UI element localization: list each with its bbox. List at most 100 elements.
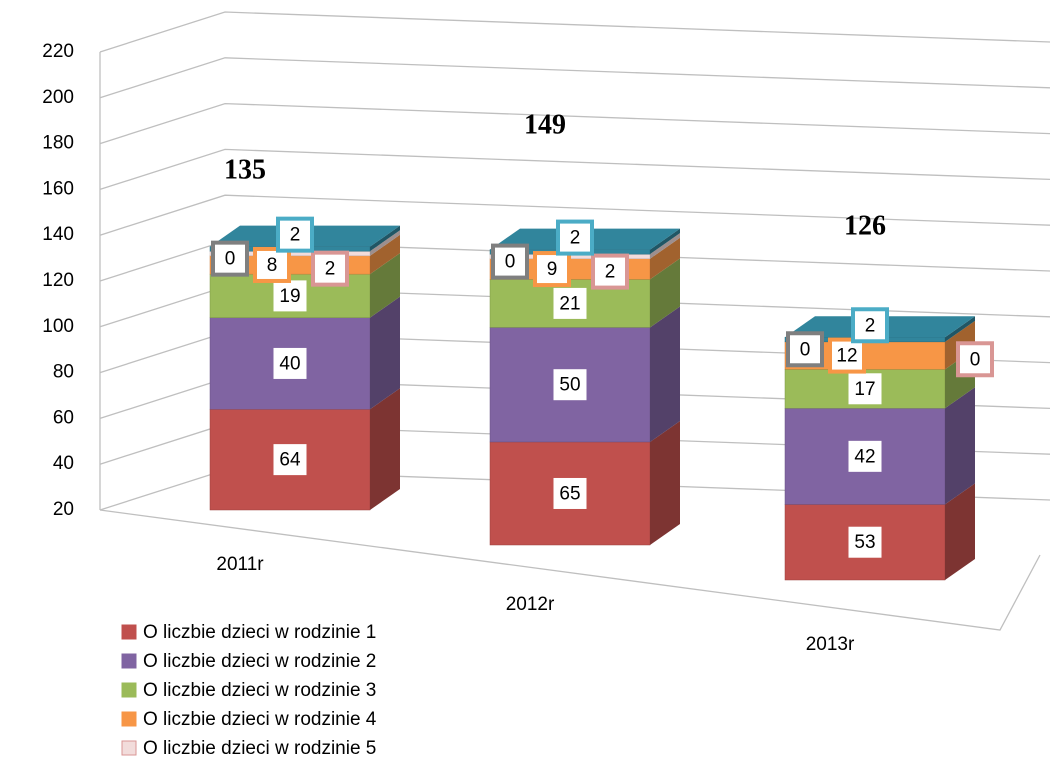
bar-side: [650, 237, 680, 280]
y-tick-label: 140: [42, 224, 74, 245]
grid-line: [99, 148, 1051, 191]
data-label-box: [828, 337, 866, 374]
legend-swatch: [121, 653, 137, 669]
bar-side: [370, 234, 400, 275]
data-label-text: 53: [854, 532, 875, 553]
legend-label: O liczbie dzieci w rodzinie 4: [143, 709, 377, 730]
bar-side: [650, 228, 680, 255]
bar-side: [650, 258, 680, 328]
data-label-text: 17: [854, 379, 875, 400]
y-tick-label: 220: [42, 41, 74, 62]
data-label-box: [272, 279, 308, 313]
bar-side: [945, 387, 975, 505]
data-label-text: 19: [279, 286, 300, 307]
data-label-text: 2: [605, 262, 616, 283]
bar-side: [945, 316, 975, 342]
data-label: 2: [276, 216, 314, 253]
data-label-box: [272, 346, 308, 380]
y-tick-label: 200: [42, 87, 74, 108]
data-label-box: [847, 525, 883, 559]
data-label-text: 2: [865, 315, 876, 336]
total-label: 126: [844, 210, 886, 241]
data-label-text: 0: [970, 349, 981, 370]
y-tick-label: 100: [42, 316, 74, 337]
data-label-box: [847, 439, 883, 473]
legend-label: O liczbie dzieci w rodzinie 3: [143, 680, 376, 701]
grid-line: [99, 57, 1051, 99]
y-tick-label: 180: [42, 133, 74, 154]
data-label: 0: [211, 240, 249, 277]
legend-swatch: [121, 624, 137, 640]
y-tick-label: 160: [42, 178, 74, 199]
data-label: 64: [272, 443, 308, 477]
data-label: 0: [786, 331, 824, 368]
data-label-text: 40: [279, 353, 300, 374]
data-label-box: [556, 219, 594, 256]
data-label-text: 2: [570, 228, 581, 249]
bar-side: [370, 253, 400, 318]
bar-side: [650, 233, 680, 259]
data-label-box: [272, 443, 308, 477]
data-label: 17: [847, 372, 883, 406]
data-label-text: 12: [836, 346, 857, 367]
data-label: 19: [272, 279, 308, 313]
data-label-box: [311, 250, 349, 287]
y-tick-label: 60: [53, 407, 74, 428]
data-label-text: 21: [559, 293, 580, 314]
legend-label: O liczbie dzieci w rodzinie 2: [143, 651, 376, 672]
data-label: 9: [533, 251, 571, 288]
data-label: 21: [552, 286, 588, 320]
data-label-text: 42: [854, 446, 875, 467]
data-label-box: [591, 253, 629, 290]
y-tick-label: 80: [53, 362, 74, 383]
data-label: 53: [847, 525, 883, 559]
data-label: 42: [847, 439, 883, 473]
data-label: 0: [491, 243, 529, 280]
data-label: 2: [556, 219, 594, 256]
data-label: 12: [828, 337, 866, 374]
bar-side: [945, 483, 975, 580]
data-label-box: [253, 246, 291, 283]
data-label-text: 64: [279, 450, 301, 471]
x-tick-label: 2013r: [806, 634, 855, 655]
data-label-text: 2: [325, 259, 336, 280]
total-label: 135: [224, 154, 266, 185]
bar-side: [650, 306, 680, 442]
legend-label: O liczbie dzieci w rodzinie 1: [143, 622, 376, 643]
data-label: 2: [591, 253, 629, 290]
data-label: 2: [311, 250, 349, 287]
data-label-text: 65: [559, 483, 580, 504]
data-label-box: [956, 341, 994, 378]
data-label-text: 0: [225, 249, 236, 270]
grid-line: [99, 102, 1051, 145]
data-label: 2: [851, 307, 889, 344]
bar-side: [370, 296, 400, 410]
bar-side: [370, 225, 400, 252]
grid-line: [99, 11, 1051, 53]
data-label-text: 50: [559, 375, 580, 396]
legend-swatch: [121, 740, 137, 756]
data-label-box: [786, 331, 824, 368]
bar-side: [370, 388, 400, 510]
data-label: 50: [552, 368, 588, 402]
x-tick-label: 2012r: [506, 594, 555, 615]
floor: [99, 509, 1041, 631]
bar-side: [370, 230, 400, 256]
data-label-text: 8: [267, 255, 278, 276]
grid-line: [99, 194, 1051, 236]
data-label-box: [851, 307, 889, 344]
data-label-box: [552, 476, 588, 510]
legend-swatch: [121, 682, 137, 698]
legend-swatch: [121, 711, 137, 727]
data-label: 65: [552, 476, 588, 510]
data-label-box: [533, 251, 571, 288]
data-label: 0: [956, 341, 994, 378]
data-label-text: 2: [290, 225, 301, 246]
y-tick-label: 120: [42, 270, 74, 291]
data-label-box: [552, 368, 588, 402]
data-label-box: [211, 240, 249, 277]
data-label-box: [491, 243, 529, 280]
bar-side: [650, 420, 680, 545]
y-tick-label: 20: [53, 499, 74, 520]
